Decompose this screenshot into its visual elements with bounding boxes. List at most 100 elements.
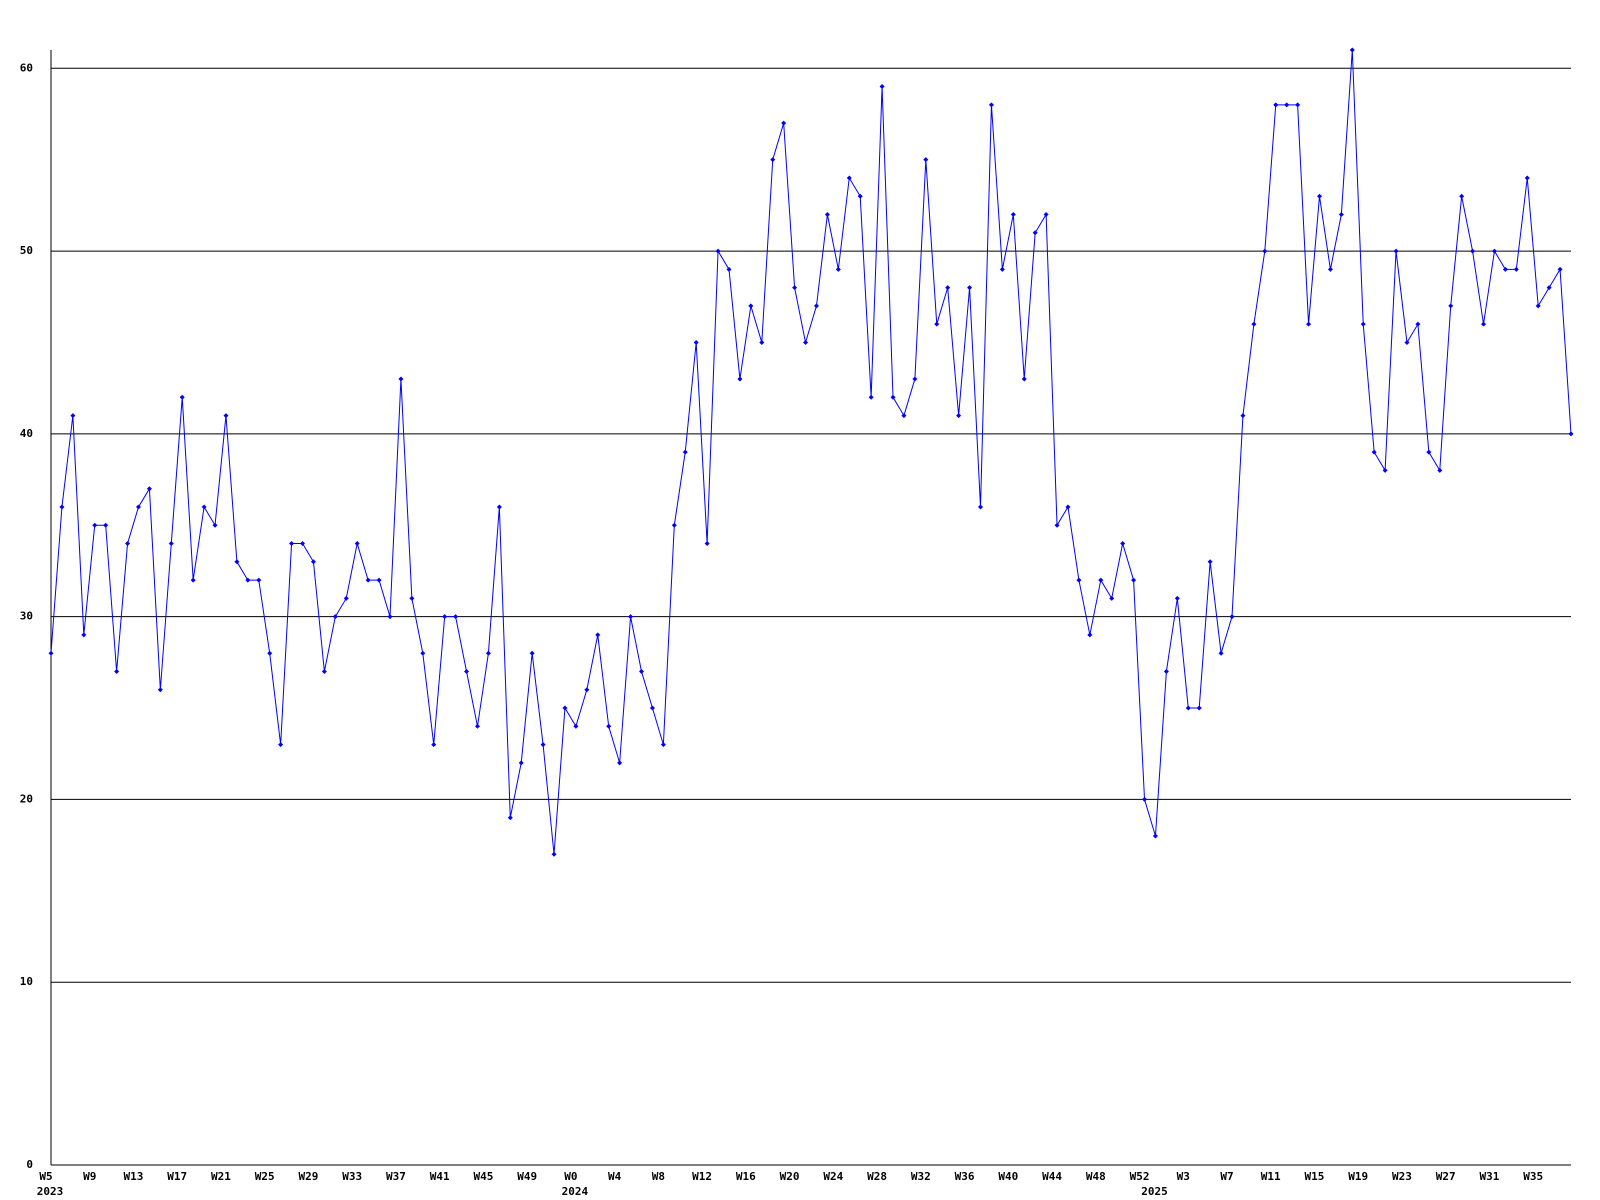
x-tick-label: W31 (1480, 1170, 1500, 1183)
data-point (1316, 193, 1322, 199)
data-point (103, 522, 109, 528)
data-point (310, 559, 316, 565)
data-point (803, 339, 809, 345)
data-point (977, 504, 983, 510)
data-line (50, 49, 1572, 855)
data-point (474, 723, 480, 729)
data-point (1568, 431, 1574, 437)
x-tick-label: W25 (255, 1170, 275, 1183)
data-point (157, 687, 163, 693)
data-point (584, 687, 590, 693)
data-point (934, 321, 940, 327)
data-point (168, 541, 174, 547)
data-point (1120, 541, 1126, 547)
data-point (956, 413, 962, 419)
data-point (1087, 632, 1093, 638)
data-point (781, 120, 787, 126)
x-tick-label: W12 (692, 1170, 712, 1183)
x-tick-label: W35 (1523, 1170, 1543, 1183)
data-point (1481, 321, 1487, 327)
data-point (1470, 248, 1476, 254)
x-tick-label: W8 (652, 1170, 665, 1183)
x-tick-label: W0 (564, 1170, 577, 1183)
x-tick-label: W49 (517, 1170, 537, 1183)
data-point (179, 394, 185, 400)
data-point (1218, 650, 1224, 656)
data-point (1338, 212, 1344, 218)
data-point (562, 705, 568, 711)
data-point (376, 577, 382, 583)
x-tick-label: W7 (1220, 1170, 1233, 1183)
y-tick-label: 60 (20, 61, 33, 74)
x-tick-label: W17 (167, 1170, 187, 1183)
data-point (354, 541, 360, 547)
data-point (343, 595, 349, 601)
x-tick-label: W27 (1436, 1170, 1456, 1183)
data-point (1327, 266, 1333, 272)
x-tick-label: W44 (1042, 1170, 1062, 1183)
data-point (1054, 522, 1060, 528)
data-point (114, 668, 120, 674)
data-point (879, 84, 885, 90)
data-point (125, 541, 131, 547)
x-tick-label: W48 (1086, 1170, 1106, 1183)
data-point (321, 668, 327, 674)
data-point (726, 266, 732, 272)
data-point (518, 760, 524, 766)
year-label: 2024 (562, 1185, 589, 1198)
x-tick-label: W3 (1177, 1170, 1190, 1183)
x-tick-label: W32 (911, 1170, 931, 1183)
data-point (945, 285, 951, 291)
data-point (748, 303, 754, 309)
data-point (540, 742, 546, 748)
data-point (496, 504, 502, 510)
data-point (923, 157, 929, 163)
data-point (190, 577, 196, 583)
data-point (1076, 577, 1082, 583)
y-tick-label: 50 (20, 244, 33, 257)
data-point (1131, 577, 1137, 583)
data-point (693, 339, 699, 345)
data-point (999, 266, 1005, 272)
data-point (48, 650, 54, 656)
data-point (1393, 248, 1399, 254)
data-point (813, 303, 819, 309)
data-point (431, 742, 437, 748)
data-point (1502, 266, 1508, 272)
data-point (453, 614, 459, 620)
data-point (824, 212, 830, 218)
y-tick-label: 30 (20, 610, 33, 623)
data-point (628, 614, 634, 620)
data-point (868, 394, 874, 400)
data-point (289, 541, 295, 547)
data-point (660, 742, 666, 748)
data-point (1284, 102, 1290, 108)
x-tick-label: W11 (1261, 1170, 1281, 1183)
year-label: 2025 (1141, 1185, 1168, 1198)
data-point (485, 650, 491, 656)
data-point (300, 541, 306, 547)
data-point (1240, 413, 1246, 419)
data-point (1524, 175, 1530, 181)
data-point (59, 504, 65, 510)
x-tick-label: W40 (998, 1170, 1018, 1183)
data-point (551, 851, 557, 857)
x-tick-label: W4 (608, 1170, 622, 1183)
x-tick-label: W52 (1130, 1170, 1150, 1183)
data-point (212, 522, 218, 528)
data-point (256, 577, 262, 583)
data-point (1163, 668, 1169, 674)
data-point (1415, 321, 1421, 327)
data-point (409, 595, 415, 601)
data-point (1010, 212, 1016, 218)
data-point (704, 541, 710, 547)
data-point (595, 632, 601, 638)
data-point (365, 577, 371, 583)
data-point (1109, 595, 1115, 601)
x-tick-label: W36 (955, 1170, 975, 1183)
data-point (649, 705, 655, 711)
data-point (1142, 796, 1148, 802)
data-point (1185, 705, 1191, 711)
data-point (912, 376, 918, 382)
data-point (846, 175, 852, 181)
